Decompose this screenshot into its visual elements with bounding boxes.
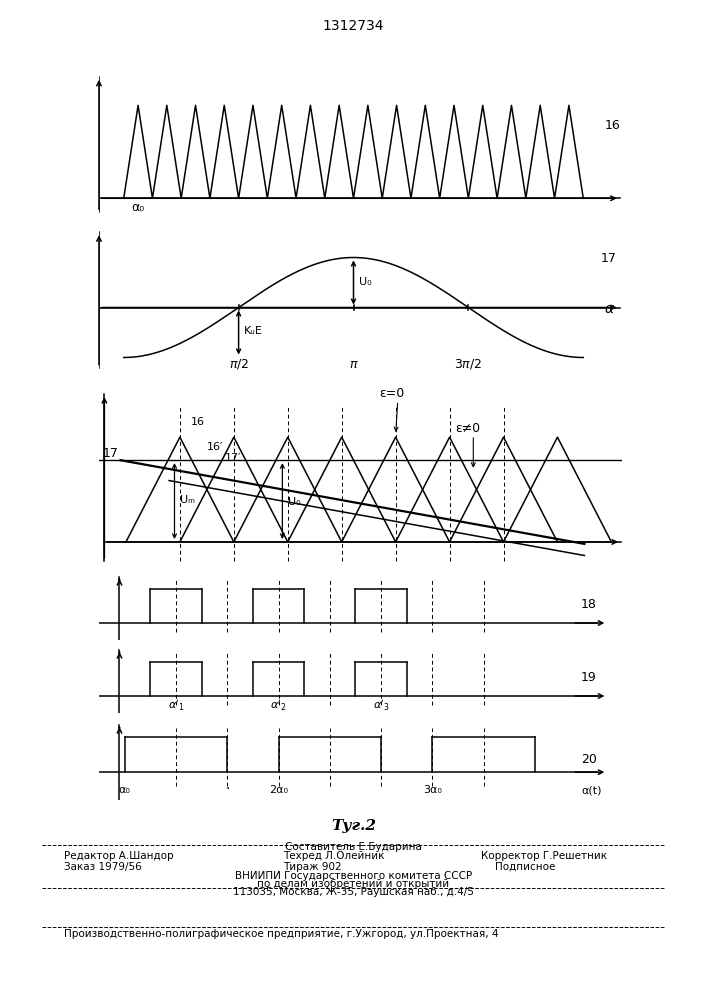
Text: Техред Л.Олейник: Техред Л.Олейник — [283, 851, 391, 861]
Text: $\cdot$: $\cdot$ — [173, 688, 178, 702]
Text: 18: 18 — [581, 598, 597, 611]
Text: U₀: U₀ — [288, 497, 300, 507]
Text: 17′: 17′ — [226, 453, 242, 463]
Text: Тираж 902: Тираж 902 — [283, 862, 341, 872]
Text: $\cdot$: $\cdot$ — [225, 780, 230, 794]
Text: $\alpha'_1$: $\alpha'_1$ — [168, 698, 185, 713]
Text: Производственно-полиграфическое предприятие, г.Ужгород, ул.Проектная, 4: Производственно-полиграфическое предприя… — [64, 929, 498, 939]
Text: 17: 17 — [103, 447, 118, 460]
Text: KᵤE: KᵤE — [245, 326, 263, 336]
Text: Составитель Е.Бударина: Составитель Е.Бударина — [285, 842, 422, 852]
Text: $\alpha'_3$: $\alpha'_3$ — [373, 698, 390, 713]
Text: 2α₀: 2α₀ — [269, 785, 288, 795]
Text: Uₘ: Uₘ — [180, 495, 195, 505]
Text: 16: 16 — [604, 119, 620, 132]
Text: по делам изобретений и открытий: по делам изобретений и открытий — [257, 879, 450, 889]
Text: $\alpha$: $\alpha$ — [604, 302, 615, 316]
Text: ε≠0: ε≠0 — [455, 422, 480, 435]
Text: α(t): α(t) — [581, 786, 602, 796]
Text: Корректор Г.Решетник: Корректор Г.Решетник — [481, 851, 607, 861]
Text: $\pi$: $\pi$ — [349, 358, 358, 370]
Text: Τуг.2: Τуг.2 — [331, 819, 376, 833]
Text: $\pi/2$: $\pi/2$ — [228, 357, 249, 371]
Text: U₀: U₀ — [359, 277, 372, 287]
Text: $3\pi/2$: $3\pi/2$ — [455, 357, 482, 371]
Text: Редактор А.Шандор: Редактор А.Шандор — [64, 851, 173, 861]
Text: 16: 16 — [191, 417, 204, 427]
Text: 17: 17 — [601, 252, 617, 265]
Text: Подписное: Подписное — [495, 862, 555, 872]
Text: $\alpha'_2$: $\alpha'_2$ — [270, 698, 287, 713]
Text: 3α₀: 3α₀ — [423, 785, 442, 795]
Text: α₀: α₀ — [131, 201, 144, 214]
Text: ε=0: ε=0 — [380, 387, 404, 400]
Text: 113035, Москва, Ж-35, Раушская наб., д.4/5: 113035, Москва, Ж-35, Раушская наб., д.4… — [233, 887, 474, 897]
Text: Заказ 1979/56: Заказ 1979/56 — [64, 862, 141, 872]
Text: 1312734: 1312734 — [323, 19, 384, 33]
Text: 20: 20 — [581, 753, 597, 766]
Text: ВНИИПИ Государственного комитета СССР: ВНИИПИ Государственного комитета СССР — [235, 871, 472, 881]
Text: α₀: α₀ — [119, 785, 131, 795]
Text: 16′: 16′ — [207, 442, 223, 452]
Text: 19: 19 — [581, 671, 597, 684]
